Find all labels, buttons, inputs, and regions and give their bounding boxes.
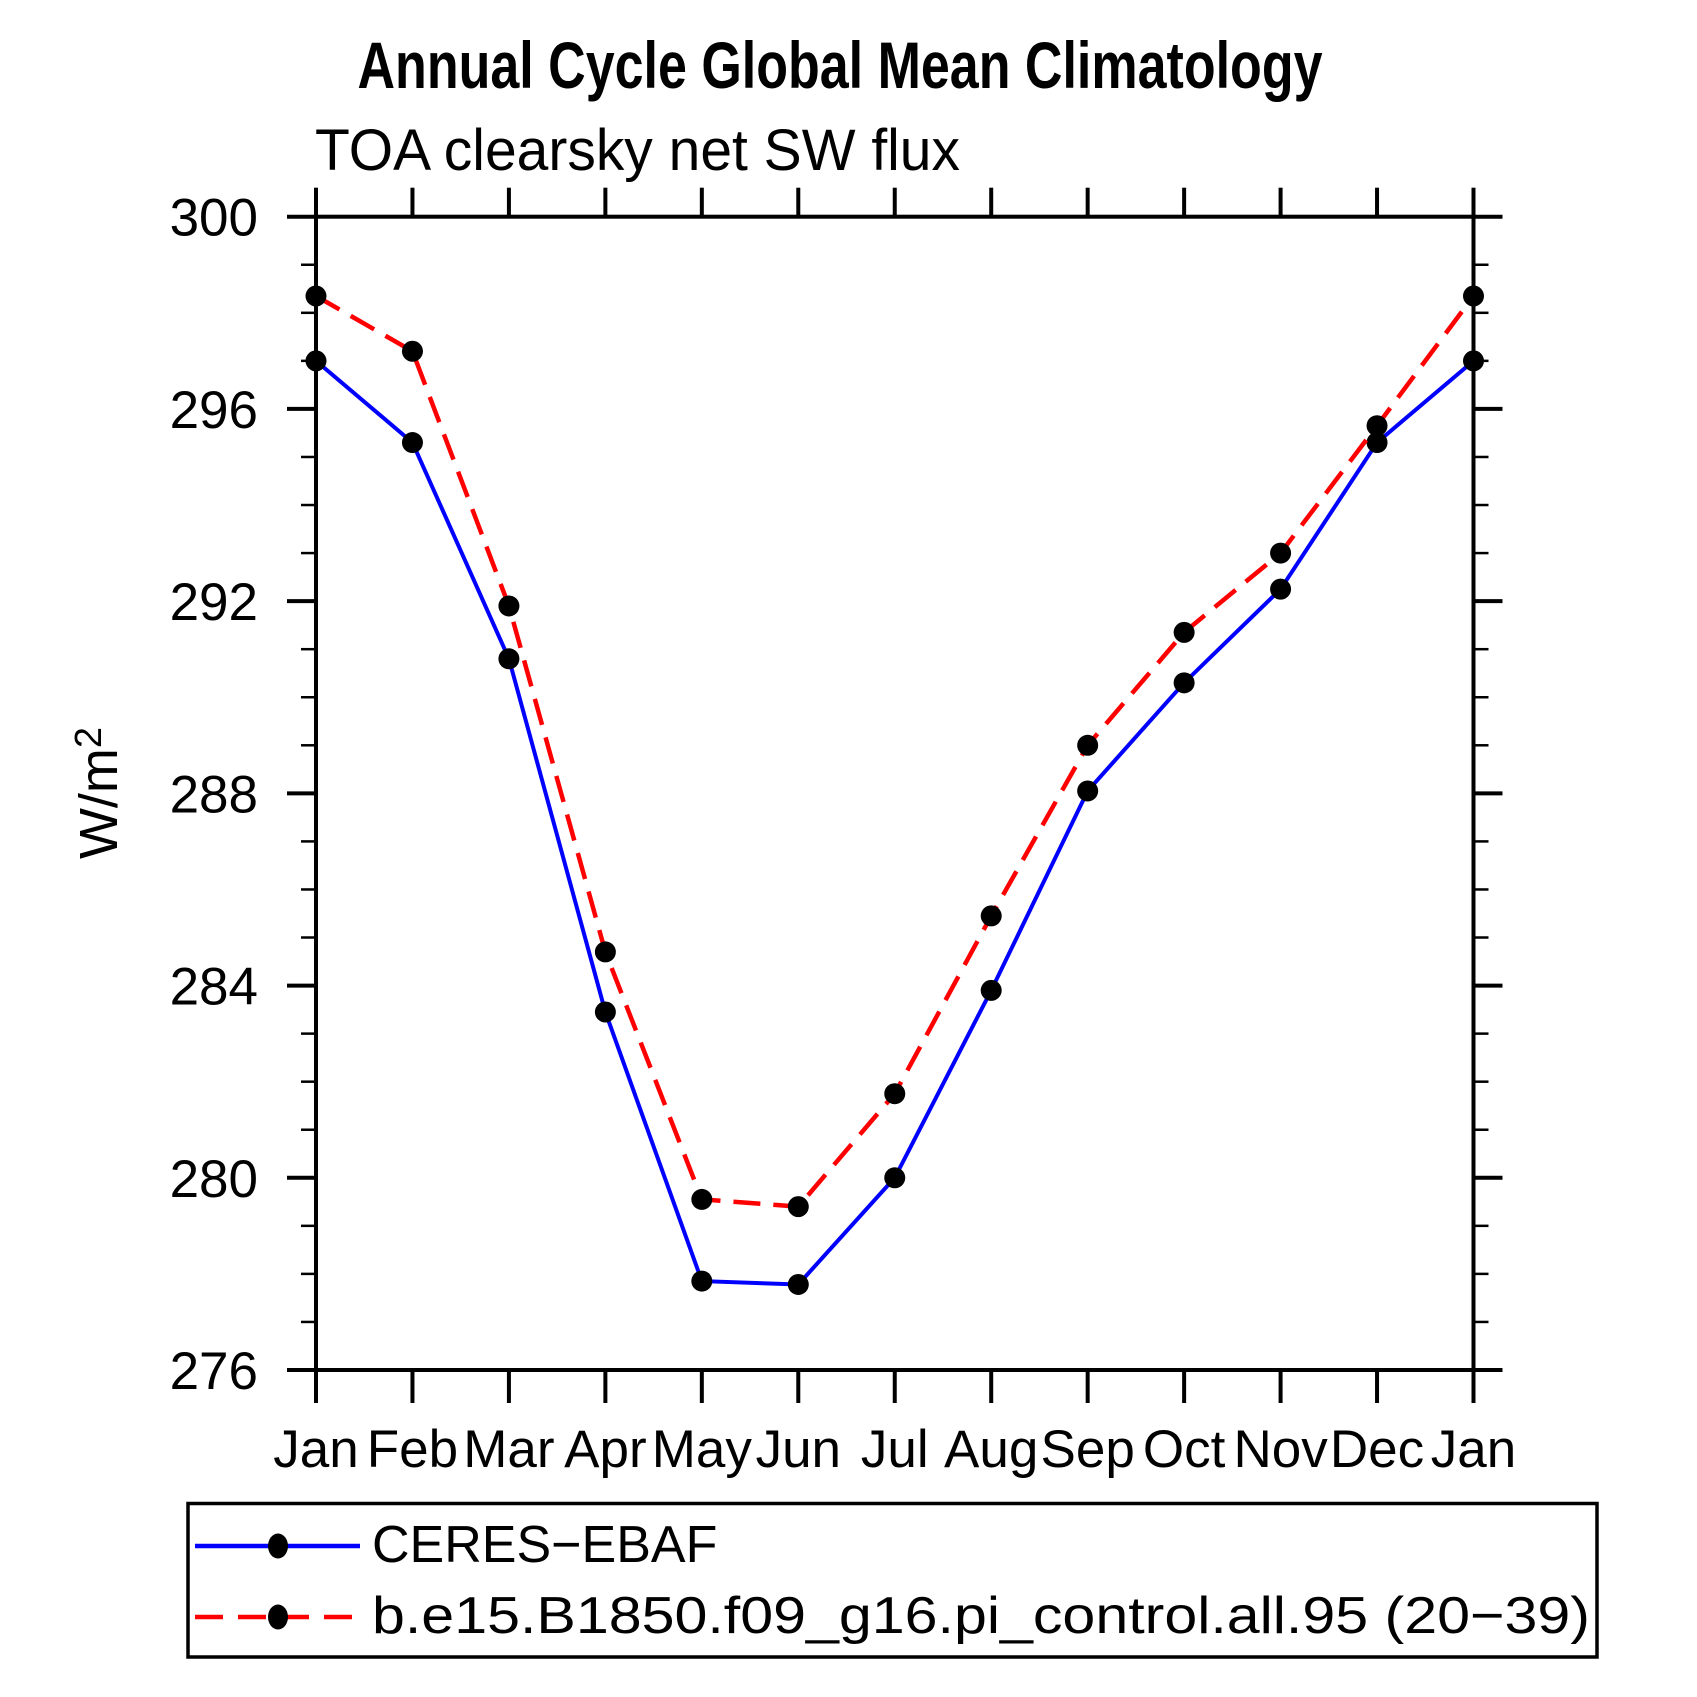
series-marker-1 xyxy=(305,285,327,307)
x-tick-label: Mar xyxy=(463,1420,554,1479)
legend-label-model: b.e15.B1850.f09_g16.pi_control.all.95 (2… xyxy=(372,1587,1590,1645)
y-tick-label: 296 xyxy=(170,381,258,440)
series-marker-0 xyxy=(980,979,1002,1001)
legend-label-ceres: CERES−EBAF xyxy=(372,1516,717,1574)
axis-frame xyxy=(314,214,1476,1373)
x-tick-label: Jan xyxy=(273,1420,358,1479)
series-marker-0 xyxy=(1270,578,1292,600)
series-marker-0 xyxy=(884,1167,906,1189)
legend: CERES−EBAF b.e15.B1850.f09_g16.pi_contro… xyxy=(186,1501,1599,1659)
chart-subtitle: TOA clearsky net SW flux xyxy=(315,118,960,183)
series-marker-0 xyxy=(401,432,423,454)
y-tick-label: 292 xyxy=(170,573,258,632)
x-tick-label: Jul xyxy=(861,1420,929,1479)
series-marker-0 xyxy=(305,350,327,372)
x-tick-label: Apr xyxy=(564,1420,646,1479)
x-tick-label: Nov xyxy=(1233,1420,1328,1479)
series-marker-0 xyxy=(1463,350,1484,372)
chart-title: Annual Cycle Global Mean Climatology xyxy=(358,28,1323,102)
x-tick-label: May xyxy=(652,1420,753,1479)
series-marker-0 xyxy=(498,648,520,670)
legend-marker-model xyxy=(268,1604,288,1630)
x-tick-label: Oct xyxy=(1143,1420,1226,1479)
legend-box xyxy=(186,1501,1599,1659)
series-marker-1 xyxy=(1366,415,1388,437)
x-tick-label: Feb xyxy=(367,1420,458,1479)
series-line-1 xyxy=(314,294,1476,1209)
y-tick-label: 280 xyxy=(170,1150,258,1209)
series-marker-0 xyxy=(691,1270,713,1292)
y-axis-label-base: W/m xyxy=(69,748,129,859)
series-marker-1 xyxy=(1077,734,1099,756)
x-tick-label: Aug xyxy=(944,1420,1038,1479)
series-marker-1 xyxy=(498,595,520,617)
legend-marker-ceres xyxy=(268,1533,288,1559)
series-marker-0 xyxy=(1366,432,1388,454)
y-axis-label-exponent: 2 xyxy=(68,727,110,748)
y-tick-label: 284 xyxy=(170,958,258,1017)
series-marker-1 xyxy=(980,905,1002,927)
x-tick-label: Jan xyxy=(1431,1420,1516,1479)
y-axis-label: W/m2 xyxy=(68,727,129,859)
series-marker-1 xyxy=(787,1196,809,1218)
series-marker-1 xyxy=(1463,285,1484,307)
y-tick-label: 276 xyxy=(170,1342,258,1401)
legend-entry-ceres: CERES−EBAF xyxy=(195,1516,717,1574)
y-tick-label: 288 xyxy=(170,765,258,824)
series-marker-1 xyxy=(884,1083,906,1105)
series-marker-1 xyxy=(691,1188,713,1210)
series-marker-0 xyxy=(1173,672,1195,694)
legend-entry-model: b.e15.B1850.f09_g16.pi_control.all.95 (2… xyxy=(195,1587,1590,1645)
series-marker-1 xyxy=(1270,542,1292,564)
y-tick-label: 300 xyxy=(170,189,258,248)
series-marker-1 xyxy=(594,941,616,963)
x-tick-label: Sep xyxy=(1041,1420,1135,1479)
x-tick-label: Dec xyxy=(1330,1420,1424,1479)
series-marker-0 xyxy=(594,1001,616,1023)
series-marker-0 xyxy=(787,1273,809,1295)
x-tick-label: Jun xyxy=(756,1420,841,1479)
series-marker-0 xyxy=(1077,780,1099,802)
series-marker-1 xyxy=(1173,621,1195,643)
series-marker-1 xyxy=(401,340,423,362)
series-line-0 xyxy=(314,359,1475,1287)
